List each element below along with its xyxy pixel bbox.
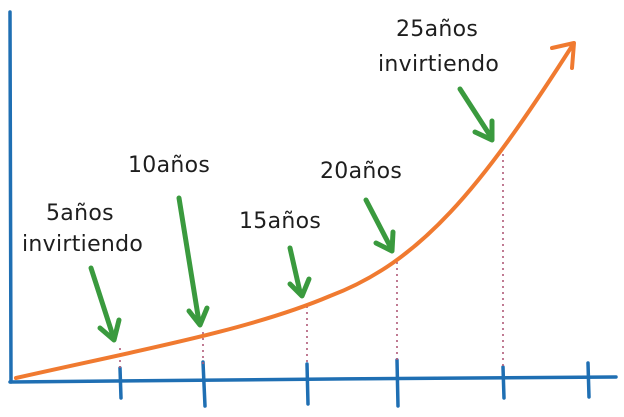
guide-lines	[119, 148, 504, 370]
label-10: 10años	[128, 153, 210, 178]
arrow-head-icon	[550, 41, 576, 70]
growth-curve	[14, 41, 576, 380]
x-tick	[305, 362, 310, 406]
x-tick	[201, 360, 207, 408]
labels: 5años invirtiendo 10años 15años 20años 2…	[22, 17, 499, 257]
x-tick	[586, 361, 591, 399]
arrow-icon	[363, 197, 396, 254]
x-tick	[395, 358, 400, 408]
curve-line	[14, 44, 574, 380]
axes	[8, 10, 618, 408]
label-5-line1: 5años	[46, 201, 114, 226]
arrow-icon	[287, 245, 312, 299]
label-25-line1: 25años	[396, 17, 478, 42]
arrow-icon	[457, 86, 495, 143]
label-5-line2: invirtiendo	[22, 232, 143, 257]
pointer-arrows	[88, 86, 495, 343]
arrow-icon	[176, 195, 210, 328]
x-tick	[118, 366, 123, 400]
arrow-icon	[88, 265, 122, 343]
label-20: 20años	[320, 159, 402, 184]
y-axis	[8, 10, 13, 384]
label-25-line2: invirtiendo	[378, 52, 499, 77]
x-tick	[501, 365, 506, 400]
label-15: 15años	[239, 209, 321, 234]
x-axis	[8, 375, 618, 384]
